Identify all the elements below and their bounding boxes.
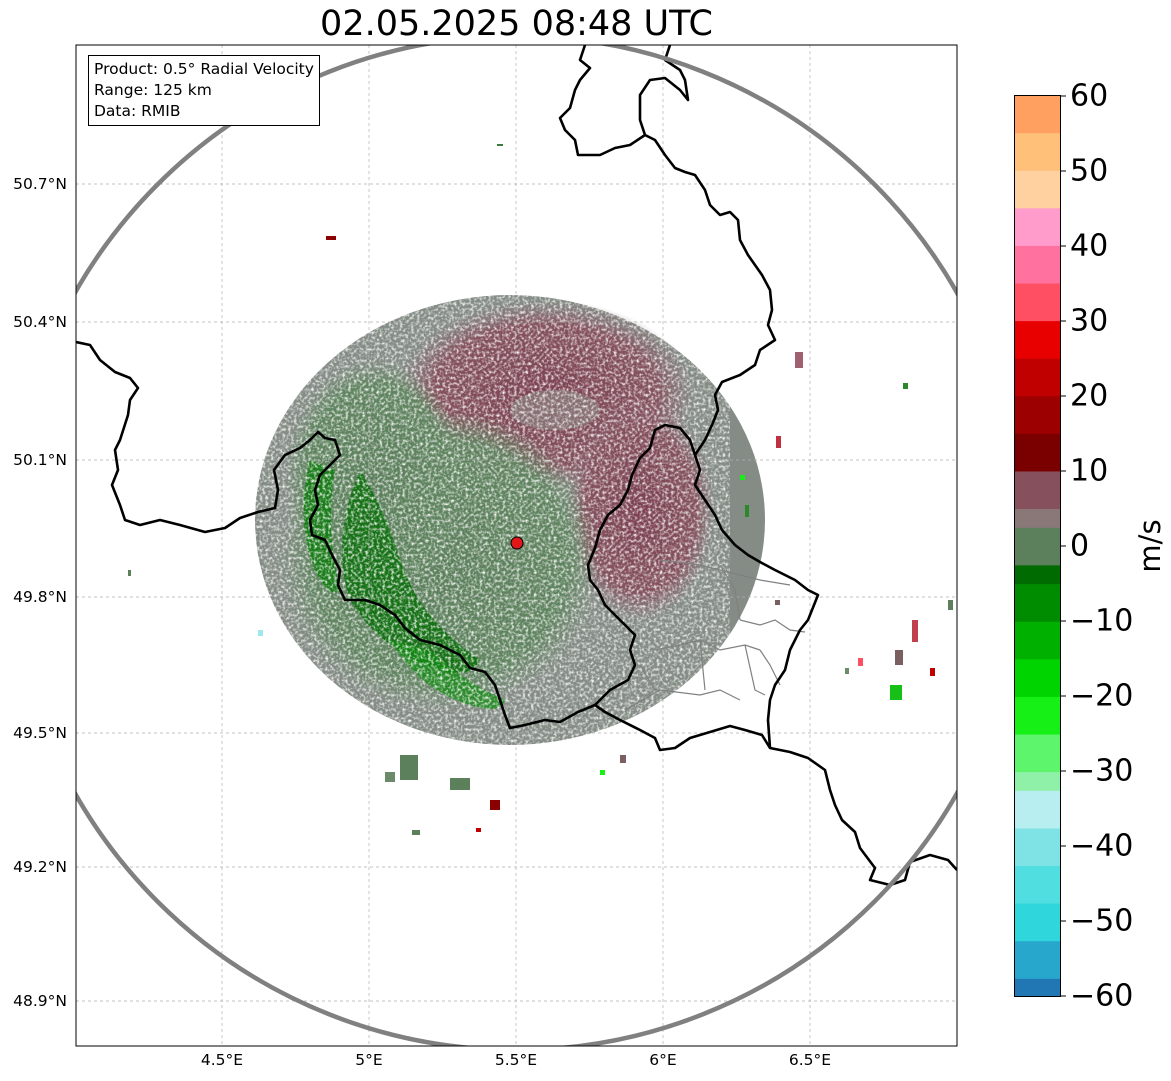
lon-tick-label: 6°E <box>649 1051 677 1069</box>
velocity-field <box>230 270 765 750</box>
info-data: Data: RMIB <box>94 102 181 120</box>
colorbar-segment <box>1014 433 1061 453</box>
colorbar-segment <box>1014 564 1061 585</box>
colorbar-segment <box>1014 621 1061 641</box>
colorbar-segment <box>1014 301 1061 322</box>
colorbar-segment <box>1014 320 1061 340</box>
lat-tick-label: 49.2°N <box>13 858 67 876</box>
lat-tick-label: 49.5°N <box>13 724 67 742</box>
lon-tick-label: 5°E <box>355 1051 383 1069</box>
map-frame <box>75 44 958 1047</box>
colorbar-segment <box>1014 508 1061 528</box>
colorbar-tick-label: 10 <box>1070 453 1109 489</box>
colorbar-label: m/s <box>1133 519 1167 573</box>
colorbar-segment <box>1014 884 1061 904</box>
colorbar-tick-label: 30 <box>1070 303 1109 339</box>
colorbar-segment <box>1014 527 1061 547</box>
colorbar-segment <box>1014 282 1061 303</box>
colorbar-segment <box>1014 546 1061 566</box>
colorbar-segment <box>1014 658 1061 679</box>
colorbar-segment <box>1014 264 1061 284</box>
colorbar-segment <box>1014 170 1061 190</box>
colorbar-segment <box>1014 226 1061 246</box>
colorbar-segment <box>1014 395 1061 416</box>
radar-site-marker <box>510 536 524 550</box>
lon-tick-label: 5.5°E <box>494 1051 538 1069</box>
colorbar-segment <box>1014 470 1061 491</box>
country-borders <box>76 45 957 887</box>
colorbar-segment <box>1014 358 1061 378</box>
colorbar-segment <box>1014 151 1061 171</box>
colorbar-segment <box>1014 583 1061 603</box>
colorbar-segment <box>1014 903 1061 923</box>
colorbar-tick-label: 40 <box>1070 228 1109 264</box>
colorbar-tick-label: 0 <box>1070 528 1090 564</box>
colorbar-segment <box>1014 809 1061 829</box>
lat-tick-label: 48.9°N <box>13 992 67 1010</box>
colorbar-segment <box>1014 95 1061 115</box>
colorbar-segment <box>1014 978 1061 997</box>
colorbar-segment <box>1014 771 1061 791</box>
colorbar-segment <box>1014 132 1061 152</box>
colorbar-ticks-marks <box>1061 95 1066 997</box>
province-borders <box>624 559 806 711</box>
info-range: Range: 125 km <box>94 81 212 99</box>
colorbar-frame <box>1014 95 1061 997</box>
colorbar-tick-label: 60 <box>1070 78 1109 114</box>
colorbar-segment <box>1014 790 1061 810</box>
colorbar-segment <box>1014 414 1061 434</box>
colorbar-segment <box>1014 113 1061 134</box>
colorbar-segment <box>1014 733 1061 754</box>
colorbar-tick-label: −30 <box>1070 753 1134 789</box>
colorbar-segment <box>1014 921 1061 942</box>
colorbar-segment <box>1014 339 1061 359</box>
colorbar-tick-label: −20 <box>1070 678 1134 714</box>
colorbar-segment <box>1014 940 1061 961</box>
colorbar-segment <box>1014 715 1061 735</box>
lat-tick-label: 49.8°N <box>13 588 67 606</box>
colorbar-segment <box>1014 245 1061 265</box>
colorbar-tick-label: −40 <box>1070 828 1134 864</box>
lat-tick-label: 50.7°N <box>13 175 67 193</box>
colorbar-segment <box>1014 489 1061 510</box>
info-box: Product: 0.5° Radial Velocity Range: 125… <box>88 55 320 126</box>
graticule <box>76 45 957 1046</box>
info-product: Product: 0.5° Radial Velocity <box>94 60 314 78</box>
colorbar-tick-label: 50 <box>1070 153 1109 189</box>
scattered-echoes <box>128 144 953 835</box>
colorbar-segment <box>1014 376 1061 397</box>
colorbar-segment <box>1014 188 1061 209</box>
colorbar-segment <box>1014 207 1061 228</box>
colorbar-tick-label: 20 <box>1070 378 1109 414</box>
colorbar-segment <box>1014 827 1061 848</box>
lat-tick-label: 50.4°N <box>13 313 67 331</box>
colorbar <box>1014 95 1061 997</box>
colorbar-segment <box>1014 865 1061 885</box>
colorbar-segment <box>1014 846 1061 867</box>
lon-tick-label: 6.5°E <box>788 1051 832 1069</box>
colorbar-segment <box>1014 452 1061 472</box>
colorbar-segment <box>1014 696 1061 716</box>
colorbar-segment <box>1014 602 1061 622</box>
colorbar-segment <box>1014 677 1061 697</box>
colorbar-tick-label: −10 <box>1070 603 1134 639</box>
colorbar-segment <box>1014 959 1061 979</box>
colorbar-tick-label: −60 <box>1070 978 1134 1014</box>
lat-tick-label: 50.1°N <box>13 451 67 469</box>
lon-tick-label: 4.5°E <box>200 1051 244 1069</box>
colorbar-segment <box>1014 752 1061 773</box>
colorbar-segment <box>1014 639 1061 660</box>
map-title: 02.05.2025 08:48 UTC <box>320 4 713 44</box>
colorbar-tick-label: −50 <box>1070 903 1134 939</box>
